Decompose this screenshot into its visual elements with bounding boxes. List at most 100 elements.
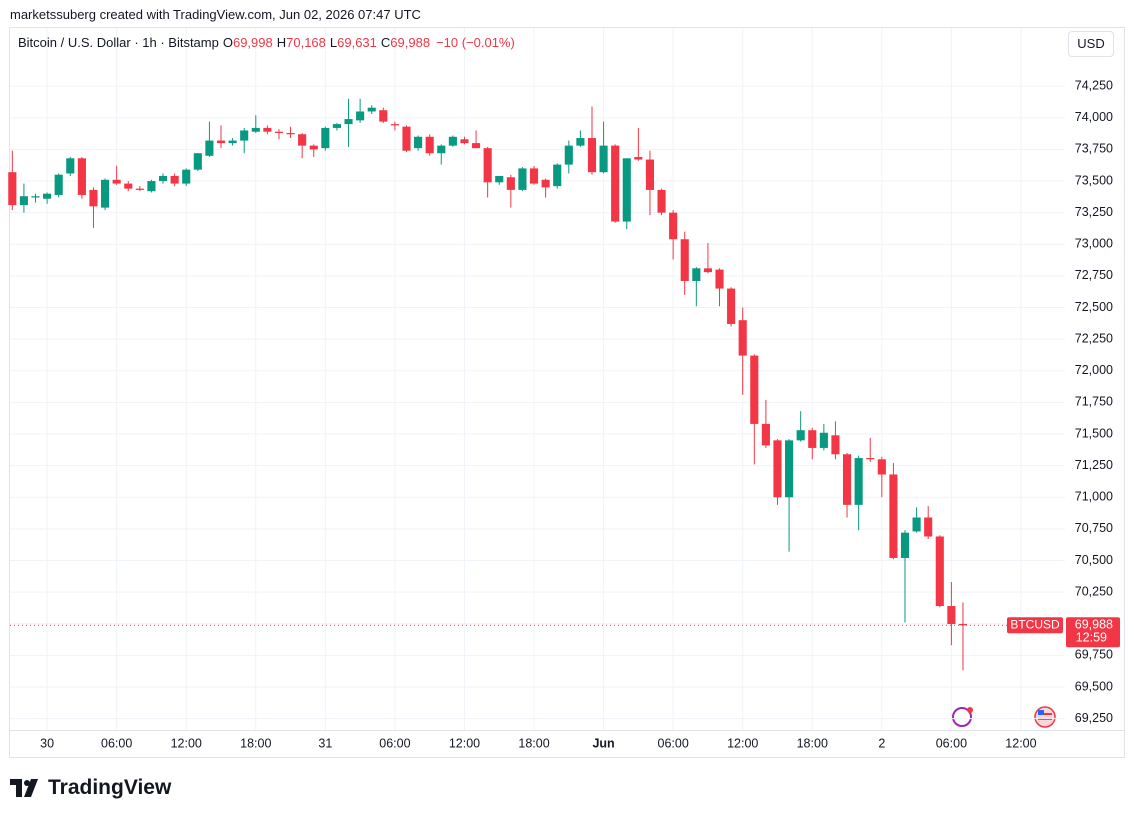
candle-body (112, 179, 121, 184)
brand-name: TradingView (48, 776, 172, 799)
candle-body (727, 288, 736, 324)
candle-body (611, 145, 620, 222)
y-tick-label: 70,750 (1075, 521, 1113, 535)
candle-body (634, 157, 643, 160)
candle-body (900, 532, 910, 558)
y-tick-label: 73,250 (1075, 205, 1113, 219)
candle-body (958, 624, 968, 626)
candle-body (680, 239, 689, 281)
chart-frame (9, 27, 1125, 758)
y-tick-label: 72,500 (1075, 300, 1113, 314)
x-tick-label: 12:00 (171, 736, 202, 750)
candle-body (321, 127, 330, 149)
candle-body (158, 175, 168, 182)
candle-body (819, 432, 828, 448)
x-tick-label: 31 (318, 736, 332, 750)
logo-mark (10, 779, 38, 797)
ohlc-value: 70,168 (286, 35, 326, 50)
brand-logo: TradingView (10, 776, 171, 800)
ohlc-key: C (380, 35, 391, 50)
candle-body (379, 110, 388, 122)
candle-body (263, 127, 272, 132)
candle-body (448, 136, 457, 146)
grid (10, 28, 1065, 730)
candle-body (576, 138, 585, 146)
candle-body (703, 268, 712, 273)
candle-body (77, 158, 86, 195)
candle-body (889, 474, 898, 558)
candle-body (356, 111, 365, 121)
candle-body (738, 320, 747, 356)
y-tick-label: 70,500 (1075, 553, 1113, 567)
y-tick-label: 71,250 (1075, 458, 1113, 472)
symbol-tag-bg (1007, 617, 1063, 634)
currency-button[interactable]: USD (1068, 31, 1114, 57)
ohlc-key: O (222, 35, 233, 50)
candle-body (240, 130, 249, 141)
y-tick-label: 71,000 (1075, 490, 1113, 504)
y-tick-label: 72,000 (1075, 363, 1113, 377)
symbol-title: Bitcoin / U.S. Dollar · 1h · Bitstamp (18, 35, 219, 50)
candle-body (947, 606, 956, 625)
x-tick-label: 12:00 (449, 736, 480, 750)
candle-body (193, 153, 202, 170)
x-tick-label: 18:00 (797, 736, 828, 750)
ohlc-key: L (329, 35, 338, 50)
symbol-tag: BTCUSD (1010, 617, 1060, 631)
candle-body (715, 269, 724, 289)
candle-body (854, 458, 863, 505)
x-tick-label: 06:00 (658, 736, 689, 750)
candle-body (437, 145, 446, 154)
x-tick-label: 06:00 (379, 736, 410, 750)
candle-body (912, 517, 921, 532)
x-tick-label: 18:00 (518, 736, 549, 750)
candle-body (564, 145, 573, 165)
y-tick-label: 71,750 (1075, 395, 1113, 409)
candle-body (286, 132, 295, 135)
candle-body (529, 168, 539, 184)
candle-body (935, 536, 944, 607)
credit: marketssuberg created with TradingView.c… (10, 7, 421, 22)
candle-body (692, 268, 701, 281)
y-tick-label: 69,750 (1075, 648, 1113, 662)
candle-body (866, 458, 875, 460)
candle-body (773, 440, 782, 498)
candle-body (19, 196, 28, 206)
candle-body (425, 136, 434, 154)
candle-body (367, 107, 376, 112)
candle-body (274, 131, 284, 133)
candle-body (89, 189, 98, 207)
candle-body (750, 355, 759, 424)
candle-body (471, 143, 481, 149)
y-tick-label: 74,250 (1075, 78, 1113, 92)
y-tick-label: 72,750 (1075, 268, 1113, 282)
flag-icon[interactable] (1034, 706, 1056, 728)
candle-body (332, 124, 341, 128)
candle-body (541, 179, 550, 188)
candle-body (483, 148, 492, 183)
y-tick-label: 69,250 (1075, 711, 1113, 725)
x-tick-label: Jun (592, 736, 614, 750)
y-tick-label: 71,500 (1075, 426, 1113, 440)
x-tick-label: 18:00 (240, 736, 271, 750)
candle-body (298, 134, 307, 146)
candle-body (66, 158, 75, 174)
candle-body (657, 189, 666, 213)
candle-body (182, 169, 191, 184)
y-tick-label: 73,000 (1075, 237, 1113, 251)
candle-body (796, 430, 805, 441)
candle-body (8, 172, 17, 206)
candle-body (147, 181, 156, 192)
candle-body (553, 164, 562, 187)
candle-body (170, 175, 179, 184)
x-tick-label: 12:00 (1005, 736, 1036, 750)
candle-body (518, 168, 527, 190)
y-tick-label: 70,250 (1075, 584, 1113, 598)
candle-body (669, 212, 678, 240)
legend: Bitcoin / U.S. Dollar · 1h · Bitstamp O69… (18, 35, 515, 50)
candle-body (43, 193, 52, 199)
candle-body (599, 145, 608, 173)
candle-body (460, 139, 469, 144)
event-icon[interactable] (952, 707, 973, 727)
